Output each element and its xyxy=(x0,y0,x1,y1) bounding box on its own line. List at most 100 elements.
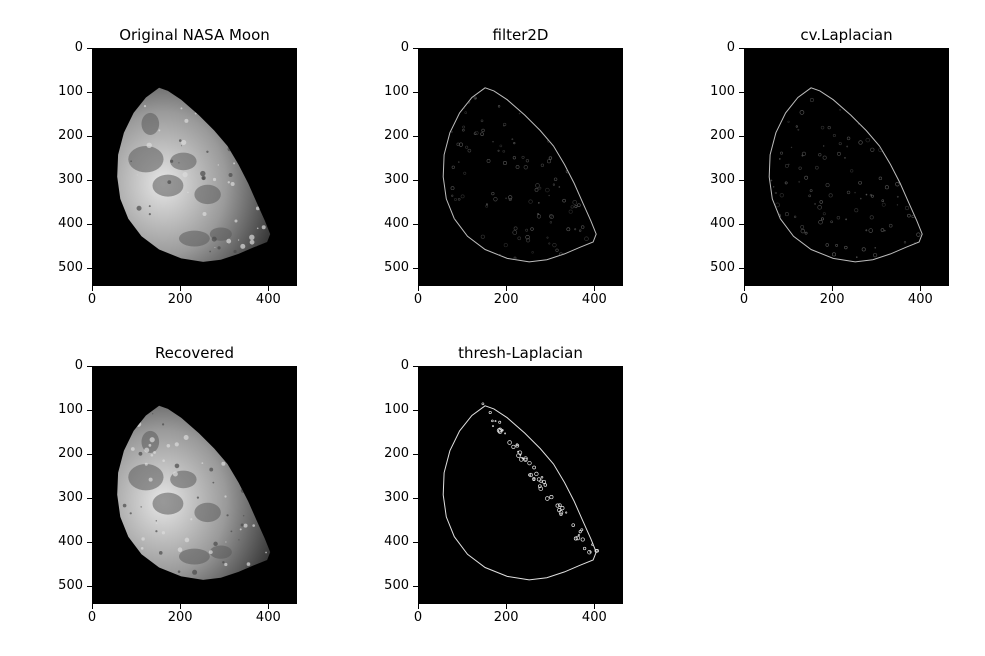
y-tick-mark xyxy=(413,268,418,270)
y-tick-label: 300 xyxy=(58,172,83,188)
subplot-title: thresh-Laplacian xyxy=(458,344,583,362)
y-tick-label: 300 xyxy=(58,490,83,506)
moon-maria xyxy=(118,91,271,258)
y-tick-mark xyxy=(87,498,92,500)
image-filter2d xyxy=(442,87,597,263)
x-tick-mark xyxy=(418,286,419,291)
y-tick-mark xyxy=(413,498,418,500)
y-tick-label: 0 xyxy=(726,40,735,55)
x-tick-label: 0 xyxy=(413,292,423,307)
y-tick-mark xyxy=(87,48,92,49)
image-axes xyxy=(92,366,297,604)
y-tick-label: 200 xyxy=(58,446,83,462)
x-tick-mark xyxy=(92,604,93,609)
x-tick-mark xyxy=(594,286,596,291)
subplot-title: Recovered xyxy=(154,344,235,362)
x-tick-label: 0 xyxy=(87,610,97,625)
y-tick-mark xyxy=(739,92,744,94)
y-tick-mark xyxy=(87,180,92,182)
moon-limb-edge xyxy=(442,87,597,263)
x-tick-mark xyxy=(506,604,508,609)
y-tick-label: 400 xyxy=(58,534,83,550)
x-tick-label: 200 xyxy=(819,292,845,307)
x-tick-mark xyxy=(594,604,596,609)
y-tick-mark xyxy=(87,542,92,544)
y-tick-mark xyxy=(87,454,92,456)
x-tick-label: 400 xyxy=(907,292,933,307)
x-tick-mark xyxy=(744,286,745,291)
threshold-specks xyxy=(481,402,599,555)
y-tick-label: 500 xyxy=(710,260,735,276)
y-tick-label: 100 xyxy=(710,84,735,100)
y-tick-mark xyxy=(413,48,418,49)
image-axes xyxy=(418,48,623,286)
x-tick-mark xyxy=(180,286,182,291)
x-tick-mark xyxy=(506,286,508,291)
y-tick-label: 300 xyxy=(710,172,735,188)
x-tick-label: 200 xyxy=(167,610,193,625)
y-tick-label: 300 xyxy=(384,490,409,506)
y-tick-mark xyxy=(87,136,92,138)
y-tick-mark xyxy=(739,268,744,270)
y-tick-label: 500 xyxy=(384,578,409,594)
y-tick-mark xyxy=(87,366,92,367)
y-tick-label: 0 xyxy=(400,358,409,373)
x-tick-mark xyxy=(920,286,922,291)
y-tick-label: 100 xyxy=(58,402,83,418)
y-tick-mark xyxy=(413,136,418,138)
y-tick-mark xyxy=(413,454,418,456)
y-tick-label: 500 xyxy=(58,260,83,276)
x-tick-label: 400 xyxy=(255,610,281,625)
y-tick-label: 100 xyxy=(58,84,83,100)
x-tick-mark xyxy=(268,286,270,291)
y-tick-mark xyxy=(413,92,418,94)
y-tick-mark xyxy=(739,136,744,138)
y-tick-mark xyxy=(87,586,92,588)
y-tick-label: 500 xyxy=(384,260,409,276)
edge-texture xyxy=(770,92,923,261)
x-tick-label: 200 xyxy=(493,292,519,307)
moon-limb-edge xyxy=(768,87,923,263)
x-tick-label: 0 xyxy=(87,292,97,307)
x-tick-label: 400 xyxy=(255,292,281,307)
y-tick-label: 500 xyxy=(58,578,83,594)
x-tick-label: 400 xyxy=(581,610,607,625)
x-tick-label: 400 xyxy=(581,292,607,307)
edge-texture xyxy=(444,92,597,260)
x-tick-label: 0 xyxy=(413,610,423,625)
image-thresh xyxy=(442,402,599,581)
y-tick-mark xyxy=(413,180,418,182)
y-tick-label: 200 xyxy=(58,128,83,144)
y-tick-mark xyxy=(87,268,92,270)
subplot-title: Original NASA Moon xyxy=(119,26,270,44)
y-tick-label: 100 xyxy=(384,84,409,100)
image-laplacian xyxy=(768,87,923,263)
y-tick-mark xyxy=(413,410,418,412)
y-tick-mark xyxy=(739,180,744,182)
y-tick-mark xyxy=(413,586,418,588)
y-tick-label: 0 xyxy=(74,40,83,55)
y-tick-label: 400 xyxy=(384,534,409,550)
y-tick-label: 200 xyxy=(710,128,735,144)
y-tick-mark xyxy=(739,48,744,49)
x-tick-label: 200 xyxy=(493,610,519,625)
y-tick-label: 100 xyxy=(384,402,409,418)
y-tick-mark xyxy=(87,410,92,412)
image-original xyxy=(117,87,271,262)
x-tick-mark xyxy=(180,604,182,609)
x-tick-label: 0 xyxy=(739,292,749,307)
x-tick-mark xyxy=(418,604,419,609)
y-tick-label: 400 xyxy=(384,216,409,232)
y-tick-label: 400 xyxy=(58,216,83,232)
x-tick-label: 200 xyxy=(167,292,193,307)
y-tick-label: 400 xyxy=(710,216,735,232)
y-tick-mark xyxy=(87,224,92,226)
image-axes xyxy=(418,366,623,604)
y-tick-label: 0 xyxy=(400,40,409,55)
y-tick-mark xyxy=(739,224,744,226)
threshold-outline xyxy=(442,405,597,581)
subplot-title: cv.Laplacian xyxy=(800,26,893,44)
image-axes xyxy=(744,48,949,286)
y-tick-label: 200 xyxy=(384,128,409,144)
